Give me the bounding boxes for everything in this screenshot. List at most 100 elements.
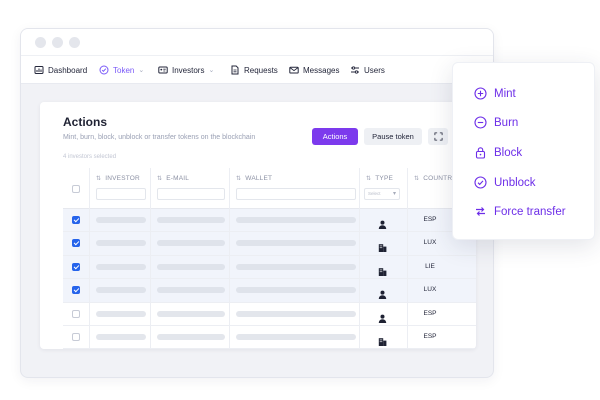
- placeholder-bar: [96, 310, 146, 317]
- nav-dashboard[interactable]: Dashboard: [34, 56, 87, 84]
- menu-item-block[interactable]: Block: [474, 146, 522, 159]
- investor-filter-input[interactable]: [96, 188, 146, 200]
- placeholder-bar: [236, 240, 356, 247]
- row-checkbox[interactable]: [72, 239, 80, 248]
- menu-item-burn[interactable]: Burn: [474, 116, 518, 129]
- table-row[interactable]: ESP: [63, 302, 476, 326]
- wallet-cell: [229, 279, 359, 302]
- investor-cell: [89, 232, 150, 255]
- country-code: ESP: [423, 309, 437, 317]
- window-dot: [69, 37, 80, 48]
- column-wallet: WALLET: [229, 168, 359, 209]
- chevron-down-icon: ⌄: [138, 67, 145, 74]
- wallet-filter-input[interactable]: [236, 188, 356, 200]
- country-code: LUX: [423, 286, 437, 294]
- sliders-icon: [350, 65, 360, 75]
- building-icon: [378, 239, 387, 253]
- column-investor: INVESTOR: [89, 168, 150, 209]
- actions-dropdown-menu: Mint Burn Block Unblock Force transfer: [452, 62, 595, 240]
- table-row[interactable]: ESP: [63, 209, 476, 233]
- column-email: E-MAIL: [150, 168, 229, 209]
- window-dot: [52, 37, 63, 48]
- menu-item-label: Mint: [494, 87, 516, 100]
- type-cell: [359, 209, 407, 232]
- nav-label: Requests: [244, 65, 278, 75]
- row-checkbox[interactable]: [72, 216, 80, 224]
- actions-button[interactable]: Actions: [312, 128, 358, 145]
- wallet-cell: [229, 232, 359, 255]
- placeholder-bar: [96, 333, 146, 340]
- check-circle-icon: [474, 176, 487, 189]
- row-select-cell: [63, 209, 89, 231]
- menu-item-mint[interactable]: Mint: [474, 87, 516, 100]
- country-code: ESP: [423, 216, 437, 223]
- placeholder-bar: [96, 217, 146, 223]
- email-filter-input[interactable]: [157, 188, 225, 200]
- investors-table: INVESTOR E-MAIL WALLET TYPE Select COUNT…: [63, 168, 476, 349]
- table-header: INVESTOR E-MAIL WALLET TYPE Select COUNT…: [63, 168, 476, 209]
- email-cell: [150, 255, 229, 279]
- country-cell: LIE: [407, 255, 476, 279]
- investor-cell: [89, 255, 150, 279]
- email-cell: [150, 302, 229, 325]
- building-icon: [378, 263, 387, 276]
- selected-count: 4 investors selected: [63, 154, 117, 160]
- nav-label: Dashboard: [48, 65, 88, 75]
- nav-requests[interactable]: Requests: [230, 56, 278, 84]
- nav-messages[interactable]: Messages: [289, 56, 339, 84]
- menu-item-force-transfer[interactable]: Force transfer: [474, 205, 566, 218]
- row-select-cell: [63, 326, 89, 348]
- investor-cell: [89, 302, 150, 325]
- column-label[interactable]: TYPE: [366, 175, 393, 182]
- nav-token[interactable]: Token ⌄: [99, 56, 144, 84]
- menu-item-unblock[interactable]: Unblock: [474, 176, 536, 189]
- table-row[interactable]: LUX: [63, 279, 476, 303]
- row-checkbox[interactable]: [72, 309, 80, 318]
- email-cell: [150, 232, 229, 255]
- type-cell: [359, 279, 407, 302]
- menu-item-label: Block: [494, 146, 523, 159]
- type-cell: [359, 232, 407, 255]
- menu-item-label: Burn: [494, 116, 519, 129]
- page-title: Actions: [63, 115, 108, 129]
- country-code: LIE: [425, 262, 435, 270]
- page-subtitle: Mint, burn, block, unblock or transfer t…: [63, 134, 256, 141]
- country-cell: LUX: [407, 279, 476, 302]
- select-all-cell: [63, 168, 89, 209]
- table-row[interactable]: LUX: [63, 232, 476, 256]
- row-select-cell: [63, 303, 89, 325]
- country-cell: LUX: [407, 232, 476, 255]
- placeholder-bar: [236, 263, 356, 270]
- column-label[interactable]: COUNTRY: [414, 175, 457, 182]
- top-navbar: Dashboard Token ⌄ Investors ⌄ Requests: [21, 56, 493, 84]
- type-filter-select[interactable]: Select: [364, 188, 400, 200]
- nav-label: Users: [364, 65, 385, 75]
- column-label[interactable]: E-MAIL: [157, 175, 189, 182]
- document-icon: [230, 65, 240, 75]
- country-cell: ESP: [407, 302, 476, 325]
- placeholder-bar: [157, 310, 225, 317]
- row-checkbox[interactable]: [72, 262, 80, 271]
- placeholder-bar: [157, 333, 225, 340]
- transfer-arrows-icon: [474, 205, 487, 218]
- country-code: ESP: [423, 332, 437, 340]
- pause-token-button[interactable]: Pause token: [364, 128, 422, 145]
- expand-button[interactable]: [428, 128, 448, 145]
- actions-card: Actions Mint, burn, block, unblock or tr…: [40, 102, 476, 349]
- lock-icon: [474, 146, 487, 159]
- id-card-icon: [158, 65, 168, 75]
- table-row[interactable]: LIE: [63, 255, 476, 280]
- row-select-cell: [63, 256, 89, 278]
- column-label[interactable]: WALLET: [236, 175, 272, 182]
- nav-users[interactable]: Users: [350, 56, 385, 84]
- column-label[interactable]: INVESTOR: [96, 175, 140, 182]
- select-all-checkbox[interactable]: [72, 185, 80, 193]
- row-checkbox[interactable]: [72, 332, 80, 341]
- window-dot: [35, 37, 46, 48]
- table-row[interactable]: ESP: [63, 325, 476, 349]
- menu-item-label: Unblock: [494, 176, 536, 189]
- row-checkbox[interactable]: [72, 286, 80, 295]
- nav-investors[interactable]: Investors ⌄: [158, 56, 214, 84]
- country-cell: ESP: [407, 209, 476, 232]
- chevron-down-icon: ⌄: [208, 67, 215, 74]
